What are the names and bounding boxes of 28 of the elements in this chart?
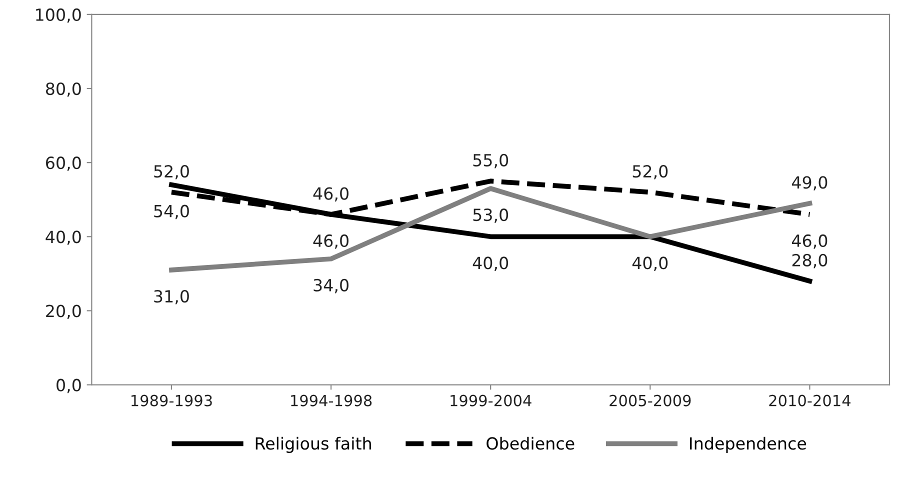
data-label: 49,0 — [792, 176, 828, 190]
data-label: 31,0 — [154, 290, 189, 304]
data-label: 46,0 — [313, 234, 348, 249]
data-label: 46,0 — [792, 234, 828, 249]
data-label: 52,0 — [154, 164, 189, 180]
data-label: 53,0 — [473, 208, 508, 223]
data-label: 40,0 — [472, 256, 508, 271]
y-tick-label: 100,0 — [36, 8, 81, 23]
data-label: 34,0 — [314, 278, 348, 294]
y-tick-label: 20,0 — [46, 304, 81, 319]
x-tick-label: 2005-2009 — [610, 394, 691, 406]
x-tick-label: 1989-1993 — [132, 394, 212, 406]
y-tick-label: 60,0 — [46, 156, 81, 171]
x-tick-label: 1999-2004 — [450, 394, 532, 406]
y-tick-label: 40,0 — [46, 230, 81, 245]
data-label: 40,0 — [632, 256, 668, 271]
data-label: 46,0 — [313, 187, 348, 202]
y-tick-label: 0,0 — [56, 378, 81, 394]
data-label: 55,0 — [473, 154, 508, 168]
data-label: 54,0 — [154, 204, 189, 220]
x-tick-label: 1994-1998 — [291, 394, 372, 406]
y-tick-label: 80,0 — [46, 82, 81, 97]
data-label: 52,0 — [632, 164, 668, 180]
x-tick-label: 2010-2014 — [769, 394, 850, 406]
legend-label: Obedience — [486, 436, 574, 450]
legend-label: Independence — [690, 436, 806, 453]
legend-label: Religious faith — [256, 436, 371, 453]
data-label: 28,0 — [792, 254, 828, 268]
